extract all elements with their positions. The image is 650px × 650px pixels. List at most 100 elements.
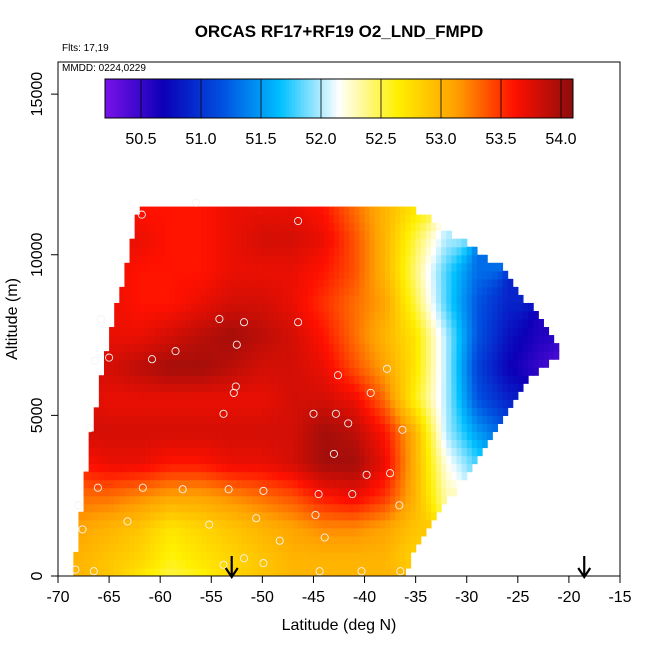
heatmap-cell [451, 383, 458, 392]
colorbar-segment [181, 79, 185, 118]
heatmap-cell [395, 495, 401, 505]
heatmap-cell [379, 391, 386, 400]
heatmap-cell [364, 319, 371, 328]
heatmap-cell [476, 359, 483, 368]
heatmap-cell [170, 222, 177, 232]
heatmap-cell [436, 359, 442, 368]
heatmap-cell [359, 567, 366, 576]
heatmap-cell [466, 294, 473, 304]
heatmap-cell [333, 511, 340, 521]
heatmap-cell [502, 399, 509, 408]
sample-point [259, 486, 268, 495]
heatmap-cell [410, 479, 417, 489]
heatmap-cell [395, 567, 401, 576]
heatmap-cell [512, 327, 519, 336]
heatmap-cell [134, 415, 141, 425]
heatmap-cell [328, 222, 335, 232]
heatmap-cell [231, 246, 238, 256]
heatmap-cell [185, 383, 192, 392]
heatmap-cell [420, 294, 427, 304]
dates-annotation: MMDD: 0224,0229 [62, 63, 146, 74]
heatmap-cell [354, 407, 361, 416]
heatmap-cell [497, 375, 504, 384]
heatmap-cell [165, 319, 171, 328]
heatmap-cell [456, 423, 463, 433]
heatmap-cell [236, 375, 243, 384]
heatmap-cell [241, 447, 248, 457]
heatmap-cell [149, 335, 156, 344]
heatmap-cell [206, 302, 212, 312]
heatmap-cell [165, 543, 171, 553]
heatmap-cell [114, 399, 120, 408]
heatmap-cell [354, 262, 361, 272]
sample-point [215, 314, 224, 324]
heatmap-cell [349, 567, 355, 576]
heatmap-cell [211, 238, 217, 248]
heatmap-cell [298, 519, 304, 529]
heatmap-cell [129, 383, 136, 392]
heatmap-cell [379, 487, 386, 497]
heatmap-cell [226, 415, 233, 425]
heatmap-cell [349, 407, 355, 416]
heatmap-cell [497, 310, 504, 320]
heatmap-cell [93, 511, 100, 521]
heatmap-cell [364, 375, 371, 384]
heatmap-cell [293, 343, 299, 352]
heatmap-cell [344, 278, 350, 288]
heatmap-cell [374, 367, 381, 376]
heatmap-cell [277, 206, 284, 216]
heatmap-cell [318, 391, 325, 400]
heatmap-cell [461, 327, 468, 336]
heatmap-cell [339, 527, 345, 537]
heatmap-cell [293, 351, 299, 360]
heatmap-cell [293, 262, 299, 272]
heatmap-cell [323, 319, 330, 328]
heatmap-cell [415, 439, 422, 449]
heatmap-cell [384, 335, 391, 344]
heatmap-cell [344, 222, 350, 232]
heatmap-cell [190, 359, 197, 368]
heatmap-cell [379, 214, 386, 224]
heatmap-cell [190, 383, 197, 392]
heatmap-cell [430, 455, 437, 465]
heatmap-cell [206, 286, 212, 296]
heatmap-cell [272, 286, 279, 296]
heatmap-cell [195, 511, 202, 521]
heatmap-cell [436, 503, 442, 513]
heatmap-cell [262, 487, 269, 497]
colorbar-segment [382, 79, 387, 118]
heatmap-cell [180, 343, 187, 352]
heatmap-cell [114, 535, 120, 545]
heatmap-cell [114, 439, 120, 449]
heatmap-cell [83, 495, 90, 505]
heatmap-cell [170, 455, 177, 465]
heatmap-cell [211, 407, 217, 416]
heatmap-cell [436, 391, 442, 400]
heatmap-cell [262, 383, 269, 392]
heatmap-cell [395, 214, 401, 224]
heatmap-cell [175, 463, 182, 473]
heatmap-cell [390, 351, 396, 360]
heatmap-cell [318, 423, 325, 433]
heatmap-cell [201, 238, 207, 248]
heatmap-cell [206, 527, 212, 537]
heatmap-cell [349, 503, 355, 513]
heatmap-cell [282, 511, 289, 521]
heatmap-cell [420, 310, 427, 320]
heatmap-cell [226, 527, 233, 537]
heatmap-cell [410, 335, 417, 344]
heatmap-cell [190, 511, 197, 521]
heatmap-cell [313, 463, 320, 473]
heatmap-cell [405, 463, 412, 473]
heatmap-cell [195, 495, 202, 505]
heatmap-cell [430, 343, 437, 352]
heatmap-cell [379, 511, 386, 521]
heatmap-cell [410, 310, 417, 320]
heatmap-cell [333, 495, 340, 505]
heatmap-cell [267, 495, 274, 505]
heatmap-cell [354, 391, 361, 400]
heatmap-cell [395, 343, 401, 352]
heatmap-cell [190, 527, 197, 537]
heatmap-cell [175, 302, 182, 312]
heatmap-cell [471, 431, 478, 441]
